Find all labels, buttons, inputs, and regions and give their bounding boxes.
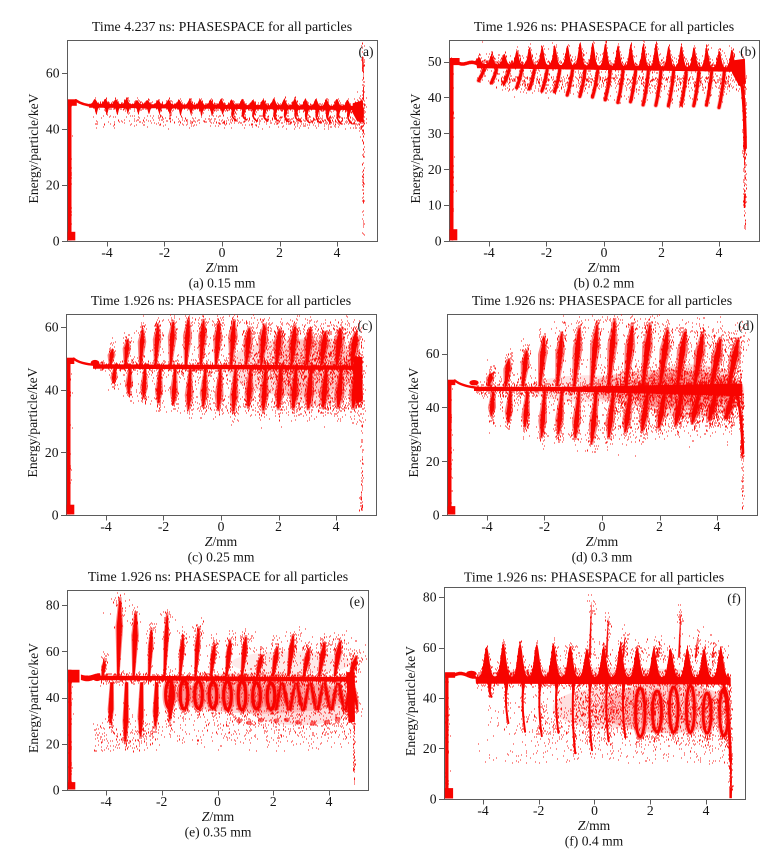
svg-text:-4: -4 (100, 794, 112, 809)
svg-text:-4: -4 (477, 803, 489, 818)
svg-text:10: 10 (428, 198, 442, 213)
svg-text:4: 4 (334, 245, 341, 260)
svg-text:60: 60 (426, 346, 440, 361)
svg-text:Time 1.926 ns: PHASESPACE for: Time 1.926 ns: PHASESPACE for all partic… (464, 571, 724, 586)
svg-text:0: 0 (218, 519, 225, 534)
svg-text:-4: -4 (100, 519, 112, 534)
svg-text:-4: -4 (481, 519, 493, 534)
svg-text:Time 1.926 ns: PHASESPACE for: Time 1.926 ns: PHASESPACE for all partic… (91, 294, 351, 309)
svg-text:40: 40 (45, 382, 59, 397)
svg-text:-2: -2 (156, 794, 168, 809)
svg-text:0: 0 (430, 792, 437, 807)
svg-text:20: 20 (423, 741, 437, 756)
svg-text:(d): (d) (738, 318, 754, 334)
svg-text:(a): (a) (358, 44, 373, 60)
svg-text:60: 60 (45, 320, 59, 335)
svg-text:0: 0 (219, 245, 226, 260)
svg-text:Time 4.237 ns: PHASESPACE for: Time 4.237 ns: PHASESPACE for all partic… (92, 20, 352, 35)
svg-text:-4: -4 (101, 245, 113, 260)
svg-text:(e): (e) (349, 594, 364, 610)
svg-text:2: 2 (276, 245, 283, 260)
svg-text:0: 0 (53, 234, 60, 249)
svg-text:(a) 0.15 mm: (a) 0.15 mm (189, 276, 256, 292)
svg-text:40: 40 (46, 122, 60, 137)
svg-text:4: 4 (714, 519, 721, 534)
svg-text:4: 4 (716, 245, 723, 260)
svg-text:0: 0 (52, 508, 59, 523)
svg-text:Energy/particle/keV: Energy/particle/keV (403, 646, 418, 756)
svg-text:(f) 0.4 mm: (f) 0.4 mm (565, 834, 624, 850)
svg-text:Energy/particle/keV: Energy/particle/keV (25, 367, 40, 477)
svg-text:Z/mm: Z/mm (578, 818, 611, 833)
svg-text:Z/mm: Z/mm (588, 260, 621, 275)
svg-text:60: 60 (423, 640, 437, 655)
svg-text:4: 4 (333, 519, 340, 534)
svg-text:0: 0 (601, 245, 608, 260)
svg-text:20: 20 (46, 178, 60, 193)
svg-text:0: 0 (591, 803, 598, 818)
svg-text:(c) 0.25 mm: (c) 0.25 mm (188, 550, 255, 566)
svg-text:80: 80 (423, 590, 437, 605)
svg-text:2: 2 (656, 519, 663, 534)
svg-text:80: 80 (46, 598, 60, 613)
svg-text:(e) 0.35 mm: (e) 0.35 mm (185, 825, 252, 841)
svg-text:2: 2 (658, 245, 665, 260)
svg-text:0: 0 (214, 794, 221, 809)
svg-text:Energy/particle/keV: Energy/particle/keV (408, 93, 423, 203)
svg-text:Energy/particle/keV: Energy/particle/keV (26, 643, 41, 753)
svg-text:0: 0 (433, 508, 440, 523)
svg-text:Time 1.926 ns: PHASESPACE for: Time 1.926 ns: PHASESPACE for all partic… (472, 294, 732, 309)
svg-text:0: 0 (435, 234, 442, 249)
svg-text:-2: -2 (159, 245, 171, 260)
svg-text:2: 2 (275, 519, 282, 534)
svg-text:60: 60 (46, 644, 60, 659)
svg-text:40: 40 (428, 90, 442, 105)
svg-text:-2: -2 (158, 519, 170, 534)
svg-text:(c): (c) (357, 318, 372, 334)
svg-text:Time 1.926 ns: PHASESPACE for: Time 1.926 ns: PHASESPACE for all partic… (88, 570, 348, 585)
svg-text:0: 0 (599, 519, 606, 534)
svg-text:Z/mm: Z/mm (205, 534, 238, 549)
svg-text:4: 4 (326, 794, 333, 809)
svg-text:Time 1.926 ns: PHASESPACE for: Time 1.926 ns: PHASESPACE for all partic… (474, 20, 734, 35)
svg-text:Z/mm: Z/mm (206, 260, 239, 275)
svg-text:0: 0 (53, 783, 60, 798)
svg-text:20: 20 (426, 454, 440, 469)
svg-text:-2: -2 (539, 519, 551, 534)
svg-text:-4: -4 (483, 245, 495, 260)
svg-text:-2: -2 (541, 245, 553, 260)
svg-text:(d) 0.3 mm: (d) 0.3 mm (572, 550, 633, 566)
svg-text:20: 20 (428, 162, 442, 177)
svg-text:50: 50 (428, 54, 442, 69)
svg-text:40: 40 (46, 690, 60, 705)
svg-text:30: 30 (428, 126, 442, 141)
svg-text:Z/mm: Z/mm (202, 809, 235, 824)
svg-text:-2: -2 (533, 803, 545, 818)
svg-text:40: 40 (426, 400, 440, 415)
svg-text:20: 20 (46, 736, 60, 751)
svg-text:Energy/particle/keV: Energy/particle/keV (26, 93, 41, 203)
svg-text:4: 4 (703, 803, 710, 818)
svg-text:(f): (f) (727, 591, 741, 607)
svg-text:2: 2 (647, 803, 654, 818)
svg-text:40: 40 (423, 691, 437, 706)
svg-text:(b) 0.2 mm: (b) 0.2 mm (574, 276, 635, 292)
svg-text:2: 2 (270, 794, 277, 809)
svg-text:(b): (b) (740, 44, 756, 60)
svg-text:Z/mm: Z/mm (586, 534, 619, 549)
svg-text:20: 20 (45, 445, 59, 460)
svg-text:60: 60 (46, 66, 60, 81)
svg-text:Energy/particle/keV: Energy/particle/keV (406, 367, 421, 477)
